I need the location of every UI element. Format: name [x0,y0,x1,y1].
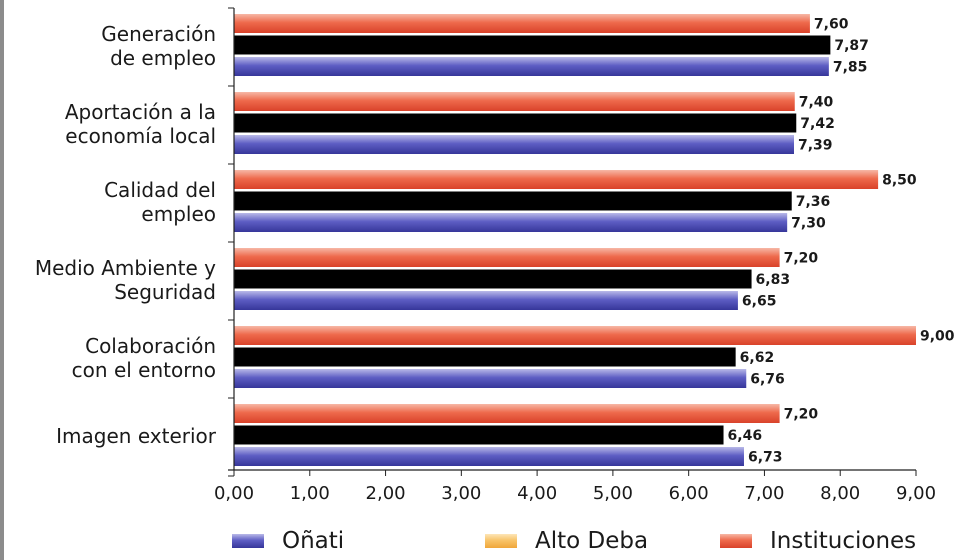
bar-o-ati [234,369,747,388]
legend-item-onati: Oñati [232,526,344,556]
value-label-instituciones: 7,40 [799,95,834,111]
value-label-instituciones: 7,20 [784,407,819,423]
bar-alto-deba [234,425,724,445]
legend-label-alto-deba: Alto Deba [535,528,649,554]
category-label: Calidad del [104,178,216,202]
value-label-alto-deba: 6,46 [728,428,763,444]
x-tick-label: 5,00 [593,483,633,504]
x-tick-label: 8,00 [820,483,860,504]
value-label-o-ati: 7,30 [791,216,826,232]
bar-o-ati [234,291,738,310]
category-label: Colaboración [85,334,216,358]
bar-instituciones [234,404,780,423]
bar-alto-deba [234,269,752,289]
x-tick-label: 1,00 [290,483,330,504]
value-label-alto-deba: 6,83 [756,272,791,288]
legend-label-instituciones: Instituciones [770,528,917,554]
category-label: Aportación a la [65,100,216,124]
legend: Oñati Alto Deba Instituciones [0,522,958,560]
value-label-o-ati: 6,76 [750,372,785,388]
legend-swatch-onati [232,534,264,548]
bar-o-ati [234,57,829,76]
bar-o-ati [234,213,788,232]
category-label: empleo [141,202,216,226]
x-tick-label: 6,00 [669,483,709,504]
bar-alto-deba [234,35,831,55]
legend-label-onati: Oñati [282,528,345,554]
legend-item-alto-deba: Alto Deba [485,526,648,556]
value-label-instituciones: 7,60 [814,17,849,33]
category-label: Seguridad [114,280,216,304]
value-label-alto-deba: 7,87 [834,38,869,54]
bar-alto-deba [234,191,792,211]
legend-swatch-instituciones [720,534,752,548]
bar-instituciones [234,92,795,111]
x-tick-label: 2,00 [366,483,406,504]
category-label: de empleo [110,46,216,70]
x-tick-label: 0,00 [214,483,254,504]
category-label: Medio Ambiente y [35,256,216,280]
value-label-instituciones: 9,00 [920,329,955,345]
bar-instituciones [234,326,916,345]
legend-swatch-alto-deba [485,534,517,548]
value-label-o-ati: 7,85 [833,60,868,76]
legend-item-instituciones: Instituciones [720,526,916,556]
value-label-alto-deba: 7,36 [796,194,831,210]
bar-alto-deba [234,347,736,367]
bar-instituciones [234,248,780,267]
bar-o-ati [234,447,744,466]
bar-o-ati [234,135,794,154]
category-label: Generación [101,22,216,46]
bar-instituciones [234,14,810,33]
value-label-alto-deba: 6,62 [740,350,775,366]
category-label: Imagen exterior [56,424,217,448]
value-label-o-ati: 7,39 [798,138,833,154]
x-tick-label: 4,00 [517,483,557,504]
bar-instituciones [234,170,879,189]
value-label-alto-deba: 7,42 [800,116,835,132]
category-label: con el entorno [72,358,216,382]
x-tick-label: 9,00 [896,483,936,504]
value-label-instituciones: 7,20 [784,251,819,267]
x-tick-label: 3,00 [441,483,481,504]
category-label: economía local [65,124,216,148]
bar-alto-deba [234,113,797,133]
left-frame-border [0,0,4,560]
x-tick-label: 7,00 [744,483,784,504]
value-label-o-ati: 6,73 [748,450,783,466]
value-label-instituciones: 8,50 [882,173,917,189]
value-label-o-ati: 6,65 [742,294,777,310]
